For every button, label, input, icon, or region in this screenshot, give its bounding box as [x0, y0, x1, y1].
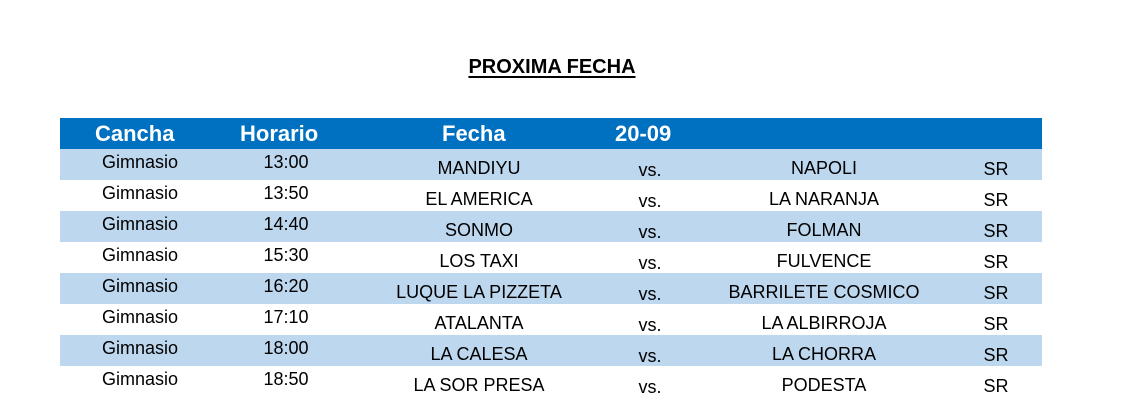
cell-local-team: LA SOR PRESA — [413, 375, 545, 395]
cell-local-team: LA CALESA — [430, 344, 528, 364]
cell-visiting-team: FULVENCE — [776, 251, 872, 271]
cell-visiting-team: LA NARANJA — [768, 189, 880, 209]
cell-referee: SR — [983, 221, 1009, 241]
cell-referee: SR — [983, 283, 1009, 303]
table-row: Gimnasio 13:50 EL AMERICA vs. LA NARANJA… — [60, 180, 1042, 211]
cell-vs: vs. — [638, 222, 662, 242]
cell-horario: 14:40 — [263, 214, 309, 234]
cell-visiting-team: BARRILETE COSMICO — [728, 282, 920, 302]
cell-visiting-team: NAPOLI — [790, 158, 858, 178]
cell-local-team: ATALANTA — [434, 313, 524, 333]
cell-cancha: Gimnasio — [101, 276, 179, 296]
table-row: Gimnasio 15:30 LOS TAXI vs. FULVENCE SR — [60, 242, 1042, 273]
table-row: Gimnasio 13:00 MANDIYU vs. NAPOLI SR — [60, 149, 1042, 180]
table-row: Gimnasio 17:10 ATALANTA vs. LA ALBIRROJA… — [60, 304, 1042, 335]
cell-cancha: Gimnasio — [101, 183, 179, 203]
cell-cancha: Gimnasio — [101, 152, 179, 172]
cell-horario: 18:00 — [263, 338, 309, 358]
cell-referee: SR — [983, 190, 1009, 210]
header-date: 20-09 — [615, 121, 672, 146]
table-row: Gimnasio 18:50 LA SOR PRESA vs. PODESTA … — [60, 366, 1042, 397]
cell-referee: SR — [983, 314, 1009, 334]
cell-local-team: LUQUE LA PIZZETA — [396, 282, 562, 302]
cell-local-team: EL AMERICA — [425, 189, 533, 209]
cell-vs: vs. — [638, 284, 662, 304]
cell-horario: 17:10 — [263, 307, 309, 327]
header-cancha: Cancha — [95, 121, 175, 146]
cell-vs: vs. — [638, 315, 662, 335]
table-row: Gimnasio 16:20 LUQUE LA PIZZETA vs. BARR… — [60, 273, 1042, 304]
cell-horario: 18:50 — [263, 369, 309, 389]
cell-referee: SR — [983, 345, 1009, 365]
cell-vs: vs. — [638, 253, 662, 273]
cell-vs: vs. — [638, 191, 662, 211]
cell-visiting-team: LA CHORRA — [771, 344, 877, 364]
header-horario: Horario — [240, 121, 319, 146]
cell-cancha: Gimnasio — [101, 369, 179, 389]
cell-horario: 16:20 — [263, 276, 309, 296]
cell-horario: 13:50 — [263, 183, 309, 203]
cell-local-team: SONMO — [444, 220, 514, 240]
cell-visiting-team: LA ALBIRROJA — [761, 313, 887, 333]
cell-referee: SR — [983, 252, 1009, 272]
cell-cancha: Gimnasio — [101, 245, 179, 265]
cell-cancha: Gimnasio — [101, 338, 179, 358]
cell-cancha: Gimnasio — [101, 214, 179, 234]
cell-horario: 13:00 — [263, 152, 309, 172]
page-title: PROXIMA FECHA — [468, 56, 636, 78]
cell-referee: SR — [983, 159, 1009, 179]
cell-horario: 15:30 — [263, 245, 309, 265]
cell-vs: vs. — [638, 377, 662, 397]
cell-vs: vs. — [638, 346, 662, 366]
table-row: Gimnasio 18:00 LA CALESA vs. LA CHORRA S… — [60, 335, 1042, 366]
table-header: Cancha Horario Fecha 20-09 — [60, 118, 1042, 149]
cell-referee: SR — [983, 376, 1009, 396]
schedule-table: Cancha Horario Fecha 20-09 Gimnasio 13:0… — [60, 118, 1042, 397]
cell-visiting-team: FOLMAN — [786, 220, 862, 240]
cell-vs: vs. — [638, 160, 662, 180]
header-fecha: Fecha — [442, 121, 506, 146]
cell-local-team: LOS TAXI — [439, 251, 519, 271]
cell-local-team: MANDIYU — [437, 158, 521, 178]
table-row: Gimnasio 14:40 SONMO vs. FOLMAN SR — [60, 211, 1042, 242]
cell-cancha: Gimnasio — [101, 307, 179, 327]
cell-visiting-team: PODESTA — [781, 375, 867, 395]
